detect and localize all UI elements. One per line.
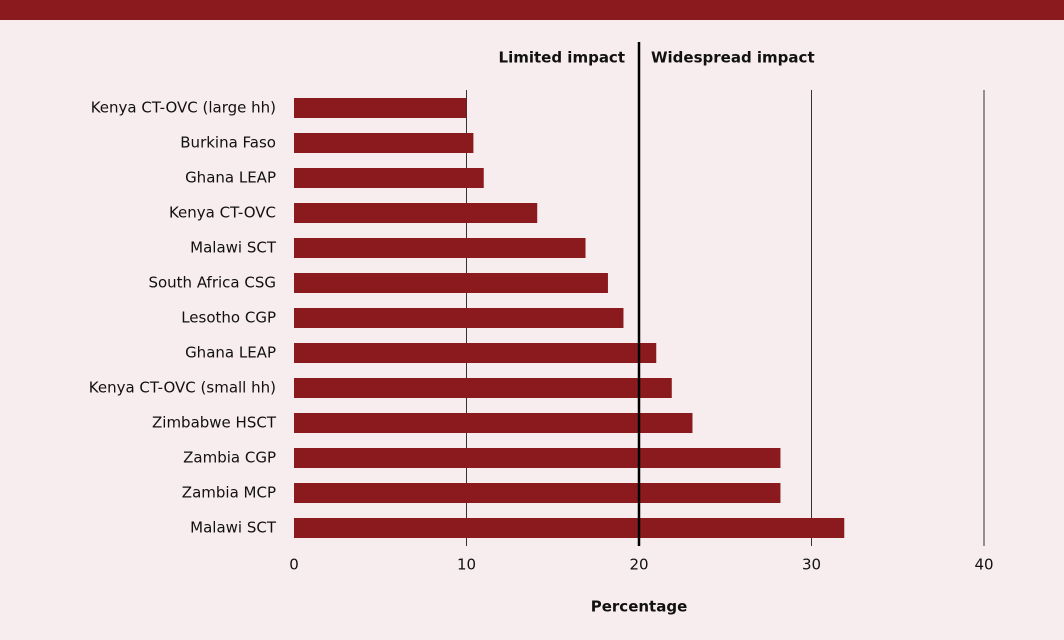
x-tick-label: 10 xyxy=(457,556,476,574)
bar xyxy=(294,203,538,223)
x-tick-label: 0 xyxy=(289,556,299,574)
y-tick-label: Zambia MCP xyxy=(182,484,276,502)
annotation: Widespread impact xyxy=(651,49,815,67)
bar xyxy=(294,343,657,363)
bar xyxy=(294,483,781,503)
x-tick-label: 40 xyxy=(974,556,993,574)
y-tick-label: Malawi SCT xyxy=(190,239,277,257)
y-tick-label: Kenya CT-OVC xyxy=(169,204,276,222)
bar xyxy=(294,273,608,293)
bar xyxy=(294,308,624,328)
y-tick-label: South Africa CSG xyxy=(148,274,276,292)
bar xyxy=(294,378,672,398)
y-tick-label: Lesotho CGP xyxy=(181,309,276,327)
y-tick-label: Malawi SCT xyxy=(190,519,277,537)
bar xyxy=(294,413,693,433)
bar xyxy=(294,98,467,118)
bar xyxy=(294,238,586,258)
annotation: Limited impact xyxy=(499,49,625,67)
y-tick-label: Ghana LEAP xyxy=(185,169,276,187)
y-tick-label: Kenya CT-OVC (small hh) xyxy=(89,379,276,397)
x-tick-label: 30 xyxy=(802,556,821,574)
header-band xyxy=(0,0,1064,20)
bar xyxy=(294,448,781,468)
y-tick-label: Kenya CT-OVC (large hh) xyxy=(91,99,276,117)
bar xyxy=(294,168,484,188)
bar xyxy=(294,518,845,538)
x-tick-label: 20 xyxy=(629,556,648,574)
y-tick-label: Ghana LEAP xyxy=(185,344,276,362)
y-tick-label: Zambia CGP xyxy=(183,449,276,467)
y-tick-label: Zimbabwe HSCT xyxy=(152,414,277,432)
x-axis-label: Percentage xyxy=(591,598,688,616)
y-tick-label: Burkina Faso xyxy=(180,134,276,152)
bar xyxy=(294,133,474,153)
